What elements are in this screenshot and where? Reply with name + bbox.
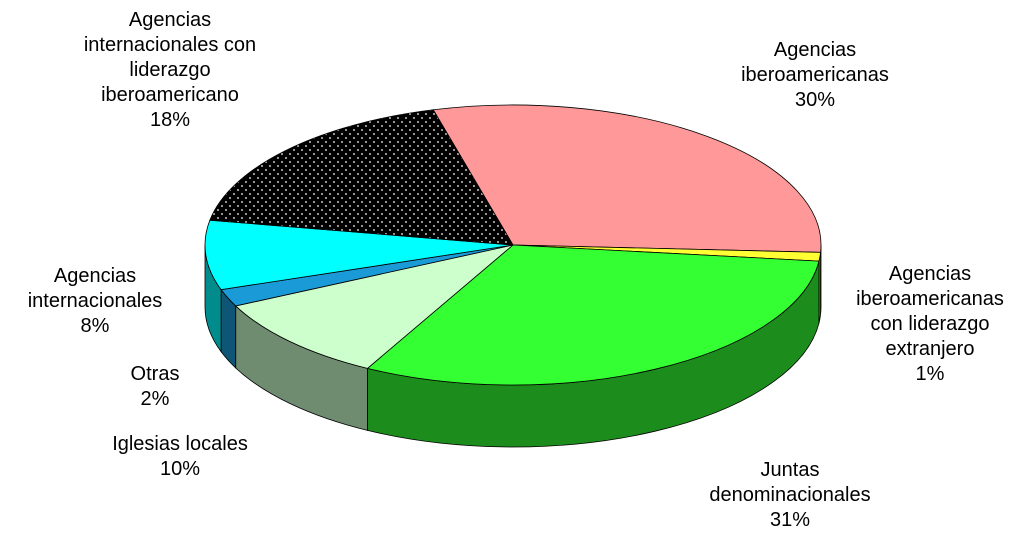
category-label: Iglesias locales bbox=[112, 433, 248, 455]
slice-label: Otras 2% bbox=[105, 362, 205, 412]
value-label: 1% bbox=[915, 363, 945, 385]
slice bbox=[234, 244, 514, 369]
slice-label: Agencias iberoamericanas con liderazgo e… bbox=[848, 262, 1013, 387]
slice-label: Agencias iberoamericanas 30% bbox=[733, 38, 898, 113]
slice-label: Agencias internacionales con liderazgo i… bbox=[70, 8, 270, 133]
slice-label: Agencias internacionales 8% bbox=[15, 264, 175, 339]
value-label: 30% bbox=[794, 89, 836, 111]
slice-label: Iglesias locales 10% bbox=[80, 432, 280, 482]
value-label: 8% bbox=[80, 315, 110, 337]
slice bbox=[209, 109, 514, 246]
slice bbox=[366, 244, 820, 386]
category-label: Otras bbox=[130, 363, 180, 385]
value-label: 18% bbox=[149, 109, 191, 131]
category-label: Agencias iberoamericanas bbox=[741, 39, 889, 86]
category-label: Juntas denominacionales bbox=[709, 459, 871, 506]
value-label: 2% bbox=[140, 388, 170, 410]
slice bbox=[204, 219, 514, 291]
category-label: Agencias internacionales con liderazgo i… bbox=[83, 9, 257, 106]
category-label: Agencias internacionales bbox=[27, 265, 163, 312]
value-label: 31% bbox=[769, 509, 811, 531]
value-label: 10% bbox=[159, 458, 201, 480]
category-label: Agencias iberoamericanas con liderazgo e… bbox=[856, 263, 1004, 360]
slice-label: Juntas denominacionales 31% bbox=[700, 458, 880, 533]
slice bbox=[432, 104, 822, 253]
